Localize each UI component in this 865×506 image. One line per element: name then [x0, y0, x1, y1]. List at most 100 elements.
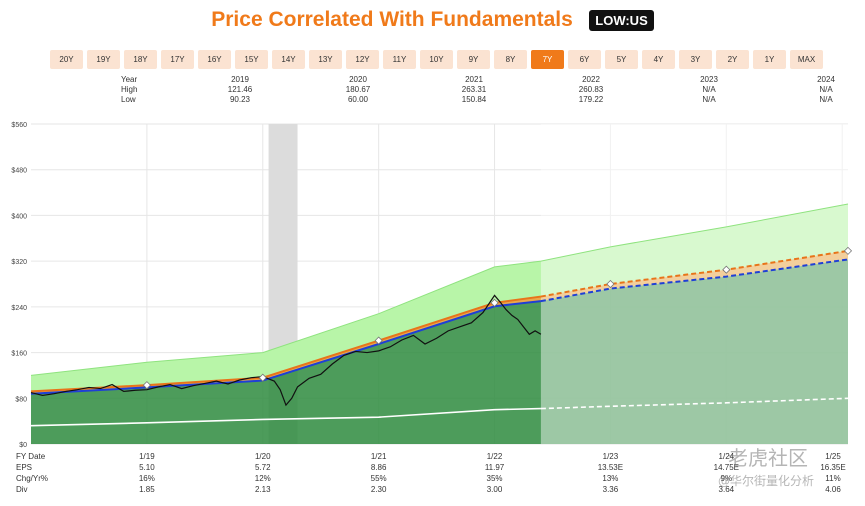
chg-cell-1: 12% — [254, 474, 271, 483]
range-button-11y[interactable]: 11Y — [383, 50, 416, 69]
eps-marker — [142, 381, 151, 390]
earnings-justified-forecast — [540, 249, 849, 298]
chg-cell-3: 35% — [486, 474, 503, 483]
fy-date-row: FY Date 1/19 1/20 1/21 1/22 1/23 1/24 1/25 — [0, 452, 865, 463]
y-tick-label: $560 — [11, 122, 27, 129]
dividend-forecast — [540, 397, 849, 410]
chg-row: Chg/Yr% 16% 12% 55% 35% 13% 9% 11% — [0, 474, 865, 485]
range-button-1y[interactable]: 1Y — [753, 50, 786, 69]
forecast-shade — [540, 124, 848, 444]
earnings-justified-band — [31, 250, 848, 394]
range-button-17y[interactable]: 17Y — [161, 50, 194, 69]
fy-date-cell-3: 1/22 — [486, 452, 503, 461]
eps-marker — [606, 279, 615, 289]
div-cell-1: 2.13 — [254, 485, 271, 494]
range-button-4y[interactable]: 4Y — [642, 50, 675, 69]
y-tick-label: $480 — [11, 168, 27, 175]
fy-date-cell-2: 1/21 — [370, 452, 387, 461]
y-tick-label: $320 — [11, 259, 27, 266]
eps-marker — [374, 336, 383, 345]
low-row: Low 90.23 60.00 150.84 179.22 N/A N/A — [0, 95, 865, 105]
watermark-line1: 老虎社区 — [728, 446, 808, 470]
high-cell-2021: 263.31 — [461, 85, 487, 94]
fy-date-cell-6: 1/25 — [825, 452, 841, 461]
high-row: High 121.46 180.67 263.31 260.83 N/A N/A — [0, 85, 865, 95]
low-label: Low — [121, 95, 136, 104]
range-button-20y[interactable]: 20Y — [50, 50, 83, 69]
fy-date-cell-1: 1/20 — [254, 452, 271, 461]
eps-marker — [258, 373, 267, 382]
fy-date-cell-0: 1/19 — [139, 452, 155, 461]
watermark-line2: @华尔街量化分析 — [718, 474, 815, 488]
dividend-line — [30, 407, 541, 427]
range-button-max[interactable]: MAX — [790, 50, 823, 69]
div-label: Div — [16, 485, 28, 494]
chart-title: Price Correlated With Fundamentals — [211, 8, 573, 31]
y-tick-label: $240 — [11, 305, 27, 312]
div-cell-0: 1.85 — [139, 485, 155, 494]
low-cell-2024: N/A — [819, 95, 833, 104]
range-button-9y[interactable]: 9Y — [457, 50, 490, 69]
earnings-area — [31, 259, 848, 444]
eps-cell-3: 11.97 — [484, 463, 505, 472]
year-cell-2019: 2019 — [231, 75, 249, 84]
high-cell-2019: 121.46 — [227, 85, 253, 94]
range-button-10y[interactable]: 10Y — [420, 50, 453, 69]
div-cell-3: 3.00 — [486, 485, 503, 494]
eps-cell-4: 13.53E — [597, 463, 624, 472]
fy-date-cell-5: 1/24 — [718, 452, 735, 461]
earnings-justified-line — [30, 295, 542, 393]
range-button-2y[interactable]: 2Y — [716, 50, 749, 69]
low-cell-2021: 150.84 — [461, 95, 487, 104]
chg-cell-0: 16% — [138, 474, 155, 483]
high-cell-2022: 260.83 — [578, 85, 604, 94]
low-cell-2022: 179.22 — [578, 95, 604, 104]
range-button-8y[interactable]: 8Y — [494, 50, 527, 69]
eps-cell-6: 16.35E — [820, 463, 846, 472]
div-cell-5: 3.64 — [718, 485, 735, 494]
range-button-14y[interactable]: 14Y — [272, 50, 305, 69]
div-cell-4: 3.36 — [602, 485, 619, 494]
low-cell-2020: 60.00 — [347, 95, 369, 104]
eps-marker — [843, 246, 853, 255]
eps-label: EPS — [16, 463, 33, 472]
eps-cell-0: 5.10 — [139, 463, 155, 472]
div-row: Div 1.85 2.13 2.30 3.00 3.36 3.64 4.06 — [0, 485, 865, 496]
range-selector: 20Y 19Y 18Y 17Y 16Y 15Y 14Y 13Y 12Y 11Y 10Y 9Y 8Y 7Y 6… — [50, 50, 823, 69]
eps-marker — [722, 265, 731, 274]
price-line — [30, 294, 542, 407]
range-button-16y[interactable]: 16Y — [198, 50, 231, 69]
range-button-18y[interactable]: 18Y — [124, 50, 157, 69]
range-button-12y[interactable]: 12Y — [346, 50, 379, 69]
y-tick-label: $160 — [11, 351, 27, 358]
year-cell-2021: 2021 — [465, 75, 483, 84]
ticker-badge: LOW:US — [589, 9, 654, 31]
range-button-13y[interactable]: 13Y — [309, 50, 342, 69]
upper-band-area — [31, 204, 848, 394]
eps-cell-1: 5.72 — [254, 463, 271, 472]
range-button-5y[interactable]: 5Y — [605, 50, 638, 69]
high-cell-2023: N/A — [702, 85, 716, 94]
chg-cell-6: 11% — [825, 474, 841, 483]
year-label: Year — [121, 75, 138, 84]
fy-date-label: FY Date — [16, 452, 46, 461]
eps-cell-2: 8.86 — [370, 463, 387, 472]
range-button-6y[interactable]: 6Y — [568, 50, 601, 69]
chg-cell-4: 13% — [602, 474, 619, 483]
high-cell-2024: N/A — [819, 85, 833, 94]
div-cell-6: 4.06 — [825, 485, 841, 494]
normal-pe-forecast — [540, 258, 849, 303]
range-button-19y[interactable]: 19Y — [87, 50, 120, 69]
range-button-3y[interactable]: 3Y — [679, 50, 712, 69]
range-button-15y[interactable]: 15Y — [235, 50, 268, 69]
chg-label: Chg/Yr% — [16, 474, 49, 483]
year-cell-2024: 2024 — [817, 75, 835, 84]
fundamentals-table: FY Date 1/19 1/20 1/21 1/22 1/23 1/24 1/25 EPS… — [0, 452, 865, 496]
range-button-7y[interactable]: 7Y — [531, 50, 564, 69]
fy-date-cell-4: 1/23 — [602, 452, 619, 461]
title-row: Price Correlated With Fundamentals LOW:U… — [0, 8, 865, 32]
year-cell-2020: 2020 — [349, 75, 367, 84]
chg-cell-5: 9% — [720, 474, 733, 483]
low-cell-2023: N/A — [702, 95, 716, 104]
